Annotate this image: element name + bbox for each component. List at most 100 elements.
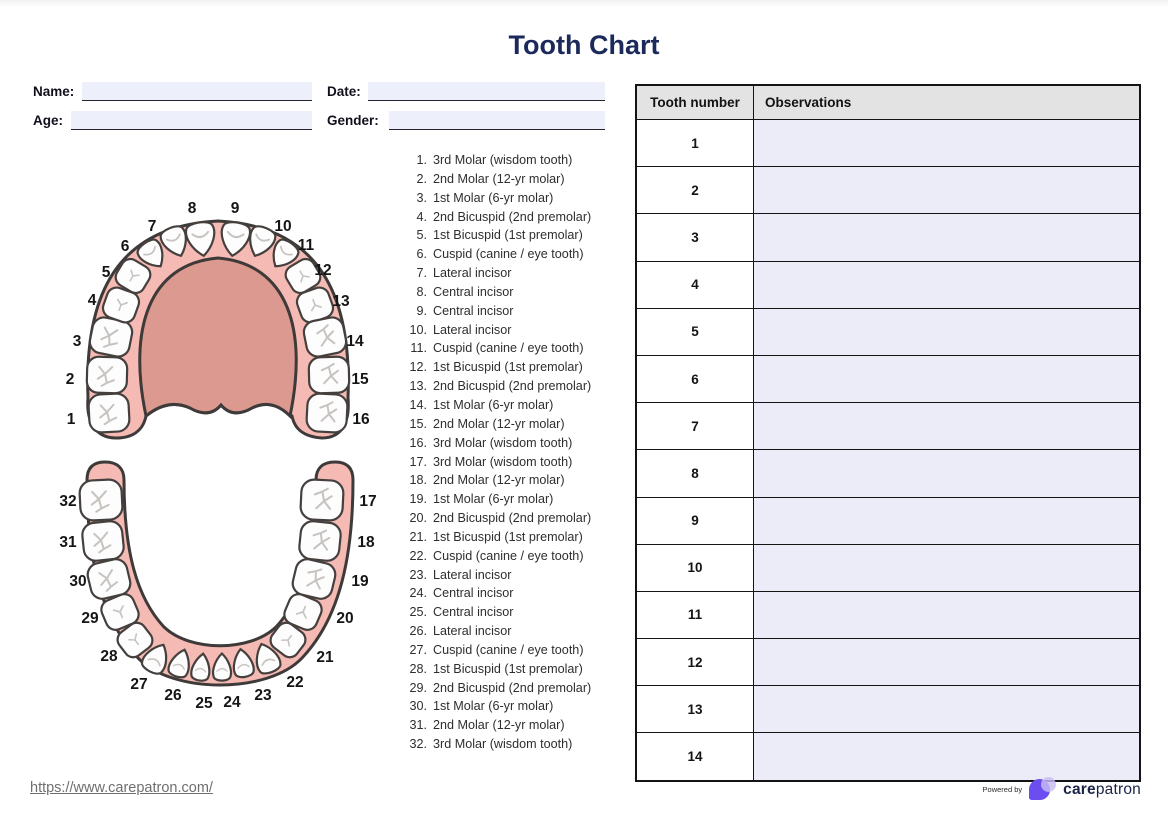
tooth-1-shape xyxy=(87,392,131,434)
observations-header: Observations xyxy=(753,84,1141,120)
tooth-list-item: 5. 1st Bicuspid (1st premolar) xyxy=(403,226,618,245)
tooth-list-number: 17. xyxy=(409,454,427,469)
observations-cell[interactable] xyxy=(753,449,1141,498)
tooth-list-label: Lateral incisor xyxy=(433,567,512,582)
tooth-list-item: 32. 3rd Molar (wisdom tooth) xyxy=(403,735,618,754)
tooth-18-shape xyxy=(298,520,342,562)
tooth-number-label: 22 xyxy=(286,674,303,691)
tooth-list-number: 14. xyxy=(409,397,427,412)
tooth-8-shape xyxy=(184,221,216,258)
tooth-list-number: 21. xyxy=(409,529,427,544)
tooth-number-cell: 1 xyxy=(635,118,754,168)
tooth-list-number: 18. xyxy=(409,473,427,488)
table-row: 11 xyxy=(635,590,1141,640)
tooth-list-label: 1st Molar (6-yr molar) xyxy=(433,699,554,714)
observations-cell[interactable] xyxy=(753,685,1141,734)
dental-arch-diagram: 1 2 3 4 5 6 7 8 9 10 11 12 13 14 15 16 17 18 19 20 21 22 23 24 2… xyxy=(30,150,410,730)
observations-cell[interactable] xyxy=(753,260,1141,309)
tooth-list-label: 2nd Molar (12-yr molar) xyxy=(433,718,565,733)
observations-cell[interactable] xyxy=(753,496,1141,545)
tooth-list-number: 11. xyxy=(410,341,427,356)
tooth-list-number: 6. xyxy=(416,247,427,262)
tooth-list-number: 28. xyxy=(409,661,427,676)
carepatron-url-link[interactable]: https://www.carepatron.com/ xyxy=(30,780,213,796)
gender-label: Gender: xyxy=(327,113,379,128)
tooth-7-shape xyxy=(159,225,187,258)
tooth-list-label: 2nd Molar (12-yr molar) xyxy=(433,473,565,488)
table-row: 4 xyxy=(635,260,1141,309)
tooth-number-cell: 11 xyxy=(635,590,754,640)
tooth-9-shape xyxy=(220,221,252,258)
table-row: 3 xyxy=(635,213,1141,262)
table-row: 2 xyxy=(635,166,1141,215)
powered-by-badge: Powered by carepatron xyxy=(983,776,1141,803)
tooth-number-label: 16 xyxy=(352,411,370,428)
tooth-number-label: 28 xyxy=(100,648,118,665)
carepatron-logo-icon xyxy=(1029,776,1057,803)
table-row: 7 xyxy=(635,402,1141,451)
tooth-11-shape xyxy=(272,238,300,268)
tooth-list-item: 25. Central incisor xyxy=(403,603,618,622)
tooth-list-number: 31. xyxy=(409,718,427,733)
tooth-list-number: 13. xyxy=(409,379,427,394)
observations-cell[interactable] xyxy=(753,118,1141,168)
tooth-14-shape xyxy=(302,316,348,358)
tooth-number-cell: 8 xyxy=(635,449,754,498)
tooth-20-shape xyxy=(283,593,323,631)
tooth-2-shape xyxy=(85,355,129,395)
tooth-list-number: 4. xyxy=(416,209,427,224)
tooth-list-label: 3rd Molar (wisdom tooth) xyxy=(433,454,573,469)
tooth-list-number: 8. xyxy=(416,284,427,299)
tooth-list-label: Lateral incisor xyxy=(433,266,512,281)
tooth-number-label: 30 xyxy=(69,573,86,590)
observations-cell[interactable] xyxy=(753,213,1141,262)
observations-cell[interactable] xyxy=(753,590,1141,640)
tooth-16-shape xyxy=(305,392,349,434)
observations-cell[interactable] xyxy=(753,543,1141,592)
observations-cell[interactable] xyxy=(753,307,1141,356)
tooth-list-label: 1st Bicuspid (1st premolar) xyxy=(433,661,583,676)
tooth-list-label: Cuspid (canine / eye tooth) xyxy=(433,548,584,563)
tooth-list-number: 26. xyxy=(409,624,427,639)
powered-by-label: Powered by xyxy=(982,785,1023,794)
observations-cell[interactable] xyxy=(753,732,1141,782)
observations-cell[interactable] xyxy=(753,638,1141,687)
tooth-list-item: 23. Lateral incisor xyxy=(403,566,618,585)
tooth-32-shape xyxy=(78,478,124,522)
tooth-number-label: 17 xyxy=(359,493,376,510)
tooth-list-item: 2. 2nd Molar (12-yr molar) xyxy=(403,170,618,189)
tooth-number-label: 18 xyxy=(357,534,375,551)
tooth-list-label: Cuspid (canine / eye tooth) xyxy=(433,341,584,356)
tooth-list-number: 9. xyxy=(416,303,427,318)
tooth-list-number: 7. xyxy=(416,266,427,281)
tooth-list-label: 1st Bicuspid (1st premolar) xyxy=(433,228,583,243)
tooth-list-label: 2nd Bicuspid (2nd premolar) xyxy=(433,209,592,224)
tooth-list-number: 5. xyxy=(416,228,427,243)
observations-cell[interactable] xyxy=(753,166,1141,215)
tooth-list-number: 20. xyxy=(409,511,427,526)
gender-input[interactable] xyxy=(389,111,605,130)
tooth-15-shape xyxy=(307,355,351,395)
palate xyxy=(138,256,298,420)
tooth-list-label: 2nd Bicuspid (2nd premolar) xyxy=(433,379,592,394)
age-input[interactable] xyxy=(71,111,312,130)
tooth-number-label: 2 xyxy=(66,371,75,388)
tooth-list-label: Cuspid (canine / eye tooth) xyxy=(433,247,584,262)
tooth-list-item: 29. 2nd Bicuspid (2nd premolar) xyxy=(403,679,618,698)
observations-cell[interactable] xyxy=(753,354,1141,404)
logo-light-bubble xyxy=(1041,777,1057,792)
name-input[interactable] xyxy=(82,82,312,101)
observations-cell[interactable] xyxy=(753,402,1141,451)
tooth-27-shape xyxy=(140,643,168,675)
table-row: 5 xyxy=(635,307,1141,356)
page-title: Tooth Chart xyxy=(508,30,660,60)
observations-table: Tooth number Observations 1 2 3 4 5 6 7 8 9 10 11 1… xyxy=(635,84,1141,782)
brand-care: care xyxy=(1063,780,1096,798)
tooth-number-cell: 10 xyxy=(635,543,754,592)
tooth-list-item: 14. 1st Molar (6-yr molar) xyxy=(403,396,618,415)
tooth-list-label: 1st Molar (6-yr molar) xyxy=(433,492,554,507)
date-input[interactable] xyxy=(368,82,605,101)
tooth-list-item: 19. 1st Molar (6-yr molar) xyxy=(403,490,618,509)
tooth-list-item: 3. 1st Molar (6-yr molar) xyxy=(403,189,618,208)
tooth-list-label: 1st Bicuspid (1st premolar) xyxy=(433,360,583,375)
